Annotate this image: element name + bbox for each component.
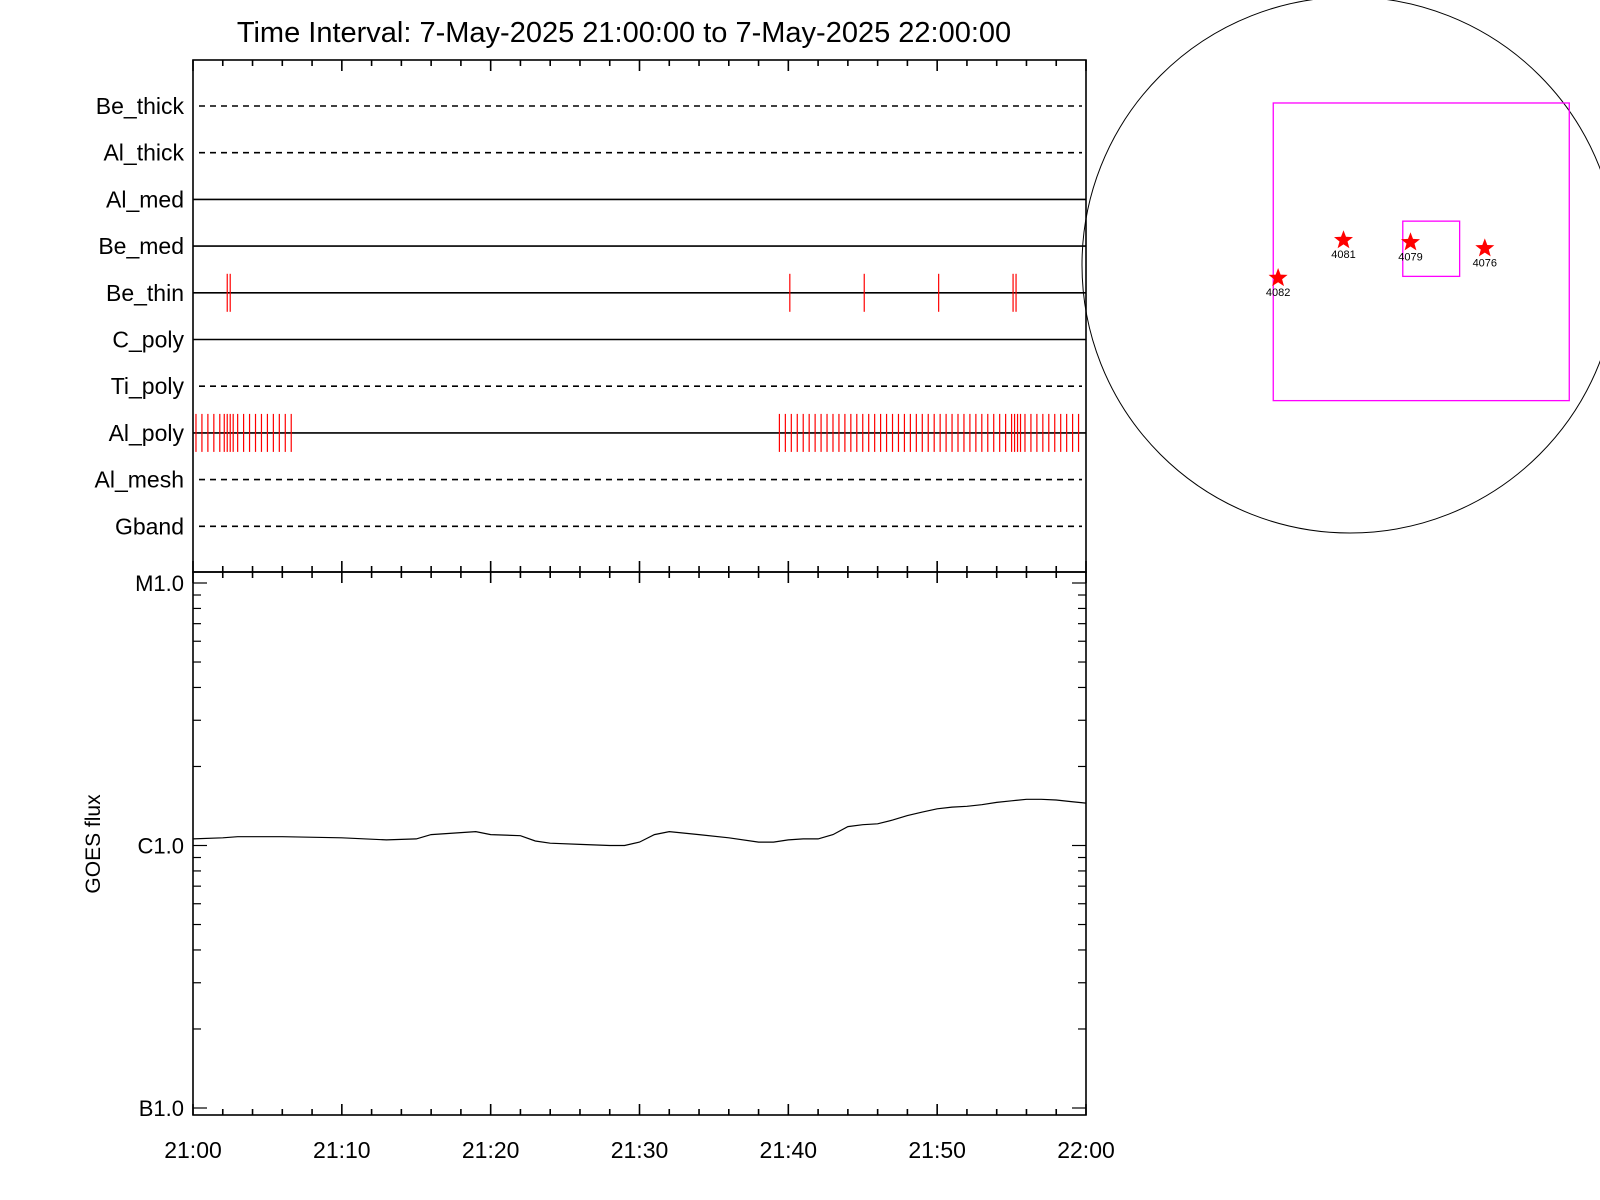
filter-row-label: Al_poly [109,420,185,446]
active-region-label: 4082 [1266,287,1290,299]
x-tick-label: 22:00 [1057,1137,1115,1163]
y-tick-label: C1.0 [138,834,184,859]
filter-panel-ticks [192,60,1087,572]
active-region-marker [1475,238,1495,257]
filter-row-label: Al_med [106,186,184,212]
active-region-marker [1401,232,1420,251]
filter-row-label: Al_thick [103,140,184,166]
filter-panel-frame [192,59,1087,573]
x-tick-label: 21:20 [462,1137,520,1163]
active-region-label: 4076 [1473,257,1497,269]
goes-y-tick-labels: B1.0 C1.0 M1.0 [135,571,184,1121]
active-regions: 4082 4081 4079 4076 [1266,230,1497,299]
solar-disk [1081,0,1600,534]
active-region-label: 4079 [1398,251,1422,263]
active-region-marker [1334,230,1353,249]
active-region-label: 4081 [1331,249,1355,261]
filter-row-label: Be_thick [96,93,185,119]
x-tick-label: 21:10 [313,1137,371,1163]
filter-row-label: Gband [115,513,184,539]
y-tick-label: B1.0 [139,1096,184,1121]
pointing-box-large [1272,102,1570,402]
filter-row-label: Be_thin [106,280,184,306]
x-tick-label: 21:40 [760,1137,818,1163]
goes-flux-line [192,798,1087,847]
filter-row-label: Be_med [98,233,184,259]
goes-x-tick-labels: 21:00 21:10 21:20 21:30 21:40 21:50 22:00 [164,1137,1115,1163]
chart-title: Time Interval: 7-May-2025 21:00:00 to 7-… [237,17,1011,49]
filter-rows: Be_thick Al_thick Al_med Be_med Be_thin C_pol… [95,93,1086,539]
filter-row-label: C_poly [112,327,184,353]
goes-panel-ticks [192,572,1087,1115]
y-tick-label: M1.0 [135,571,184,596]
pointing-box-fov [1402,220,1461,278]
active-region-marker [1268,268,1288,287]
goes-y-axis-label: GOES flux [82,794,105,894]
solar-disk-panel: 4082 4081 4079 4076 [1081,0,1600,534]
x-tick-label: 21:50 [908,1137,966,1163]
filter-panel: Be_thick Al_thick Al_med Be_med Be_thin C_pol… [95,59,1087,573]
filter-row-label: Al_mesh [95,467,184,493]
goes-panel: B1.0C1.0M1.0 21:00 21:10 21:20 21:30 21:40 21… [82,571,1115,1163]
x-tick-label: 21:00 [164,1137,222,1163]
x-tick-label: 21:30 [611,1137,669,1163]
filter-row-label: Ti_poly [111,373,185,399]
goes-panel-frame [192,571,1087,1116]
